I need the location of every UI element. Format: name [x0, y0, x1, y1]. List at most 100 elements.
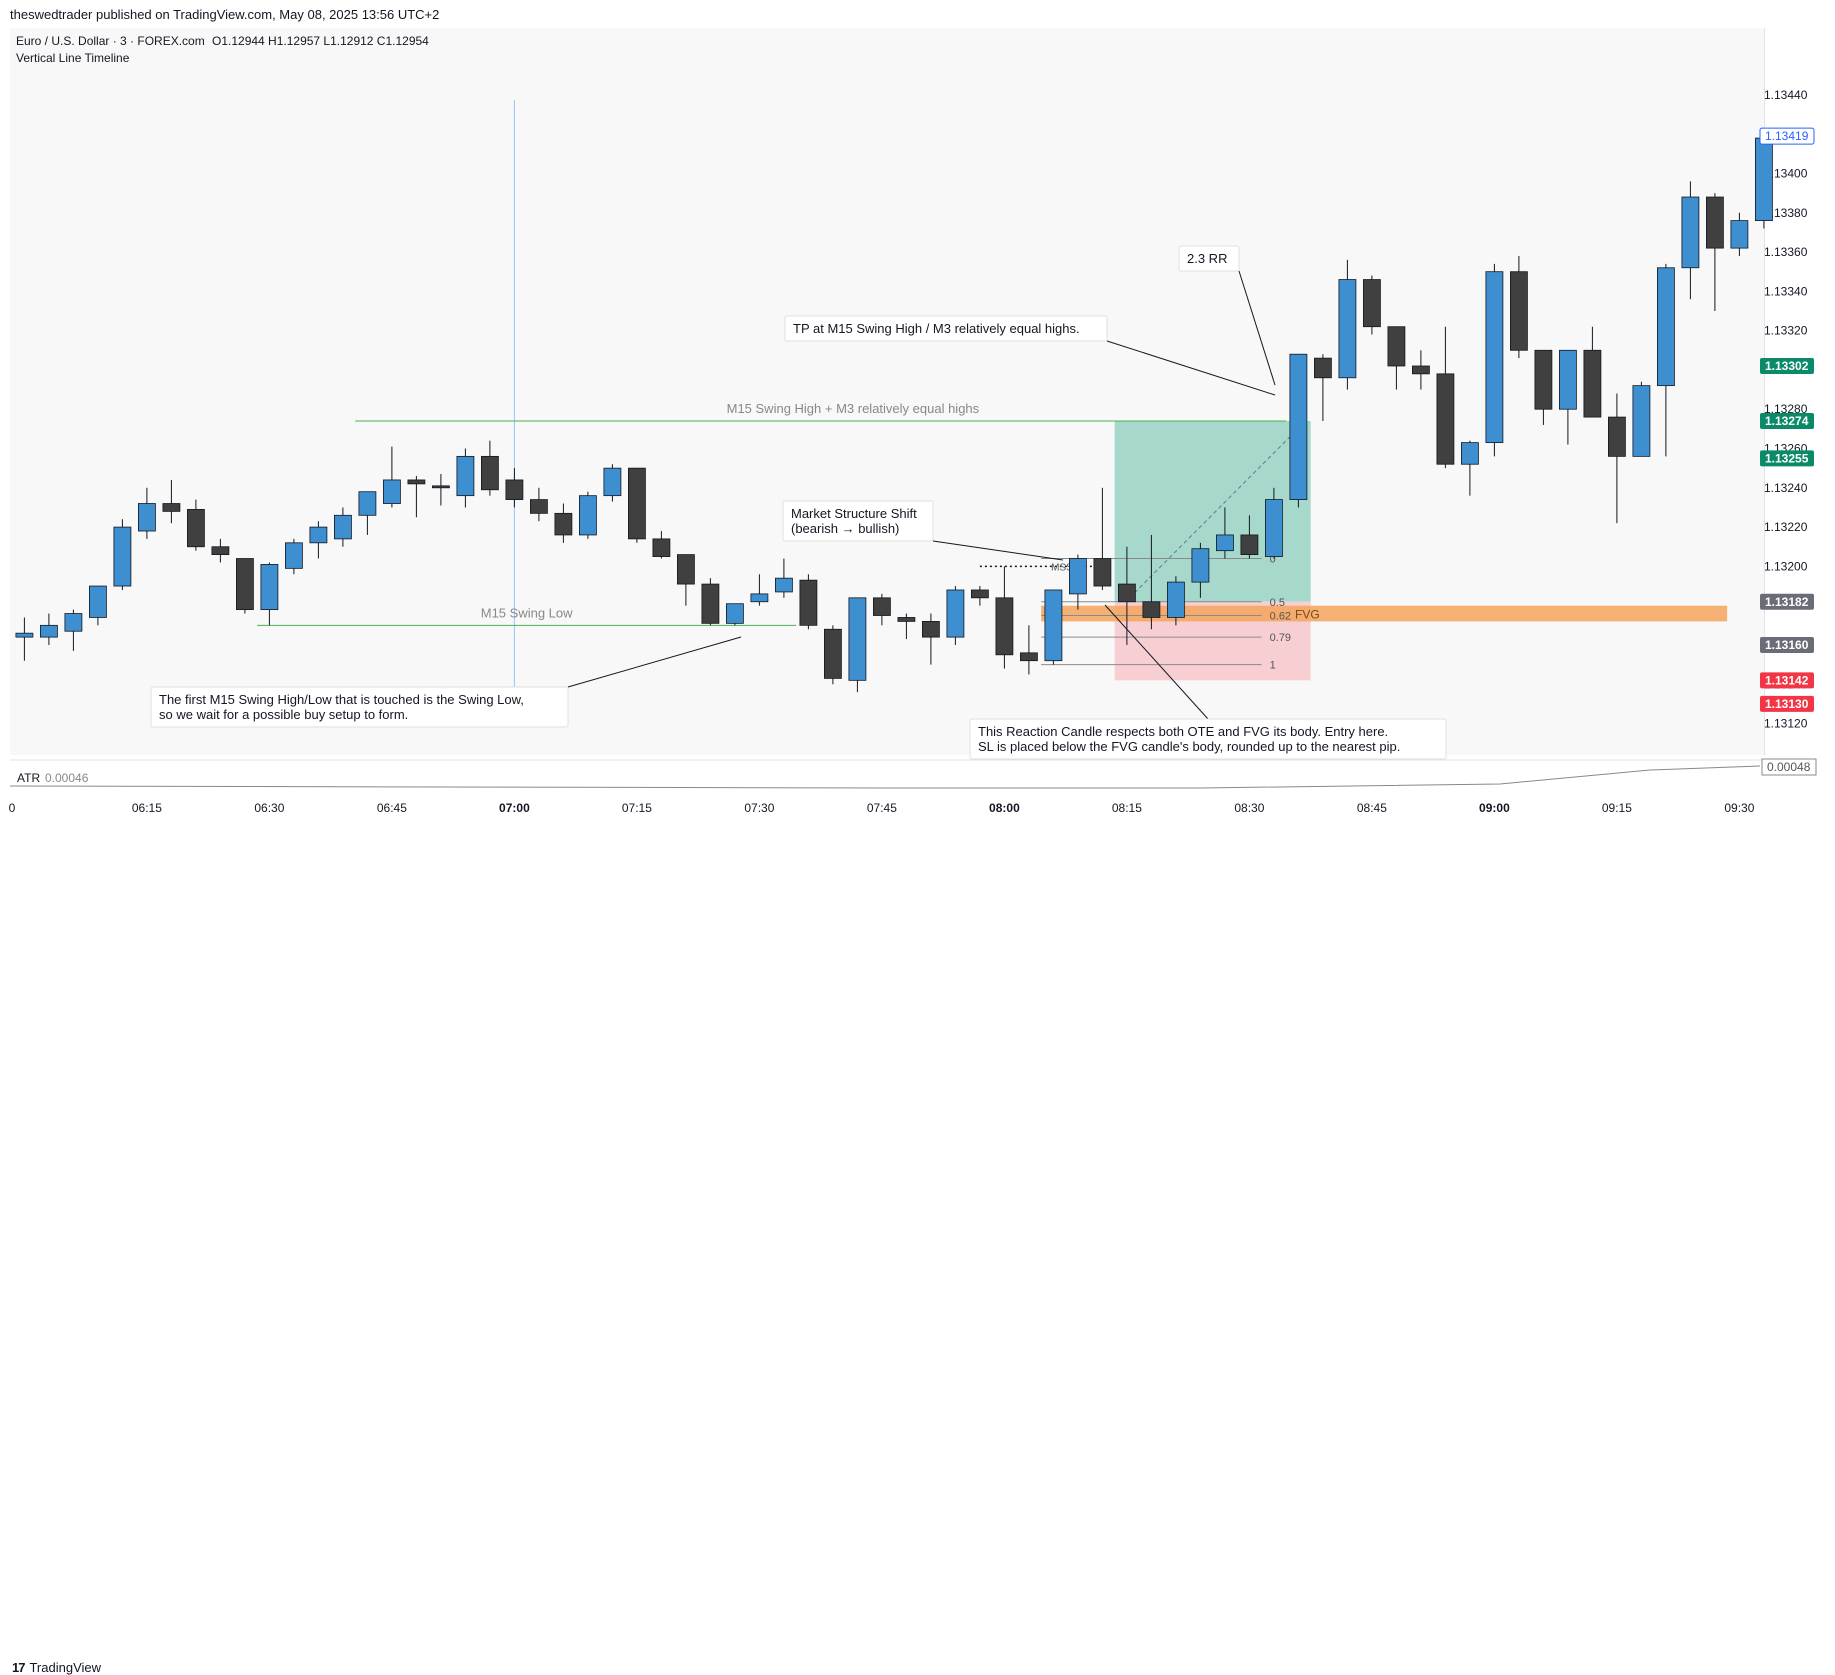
candle[interactable]: [1167, 576, 1185, 626]
candle[interactable]: [726, 603, 744, 626]
price-label[interactable]: 1.13302: [1760, 357, 1814, 374]
fib-level-label: 0.79: [1270, 632, 1291, 644]
candle[interactable]: [799, 574, 818, 630]
candle[interactable]: [1534, 349, 1553, 425]
candle[interactable]: [1020, 625, 1038, 675]
candle[interactable]: [1657, 263, 1675, 457]
candle[interactable]: [1044, 589, 1063, 665]
candle[interactable]: [554, 503, 573, 543]
candle[interactable]: [1289, 353, 1308, 508]
candle[interactable]: [995, 566, 1014, 669]
candle[interactable]: [1093, 487, 1112, 590]
candle[interactable]: [309, 521, 328, 559]
candle[interactable]: [1265, 487, 1283, 559]
candle[interactable]: [211, 538, 230, 563]
candle[interactable]: [186, 499, 205, 551]
candle[interactable]: [431, 474, 450, 506]
footer-bar: 17 TradingView: [0, 824, 1835, 1675]
candle[interactable]: [1583, 326, 1602, 418]
candle[interactable]: [40, 613, 58, 645]
price-label[interactable]: 1.13182: [1760, 593, 1814, 610]
candle[interactable]: [89, 585, 107, 626]
candle[interactable]: [1755, 130, 1773, 229]
candle[interactable]: [382, 446, 401, 508]
candle[interactable]: [677, 554, 695, 606]
candle-body: [1289, 353, 1308, 500]
price-label[interactable]: 1.13419: [1759, 127, 1815, 145]
candle[interactable]: [1142, 534, 1161, 630]
candle[interactable]: [1216, 507, 1234, 559]
candle[interactable]: [1436, 326, 1455, 469]
candle[interactable]: [407, 476, 426, 518]
candlestick-chart[interactable]: Euro / U.S. Dollar · 3 · FOREX.com O1.12…: [0, 0, 1835, 857]
candle-body: [1142, 601, 1161, 618]
candle[interactable]: [113, 519, 132, 590]
candle[interactable]: [505, 468, 524, 508]
price-label-text: 1.13302: [1765, 359, 1809, 373]
candle[interactable]: [971, 586, 989, 606]
candle[interactable]: [1069, 554, 1087, 610]
candle[interactable]: [162, 479, 181, 524]
price-label[interactable]: 1.13160: [1760, 636, 1814, 653]
candle[interactable]: [137, 487, 156, 539]
candle-body: [407, 479, 426, 485]
candle[interactable]: [1485, 263, 1504, 457]
candle-body: [799, 579, 818, 626]
candle-body: [162, 503, 181, 512]
candle[interactable]: [1681, 181, 1700, 300]
candle[interactable]: [1632, 381, 1651, 457]
candle[interactable]: [848, 597, 867, 693]
candle[interactable]: [1730, 212, 1749, 256]
candle[interactable]: [946, 586, 965, 645]
candle[interactable]: [1240, 515, 1259, 559]
candle-body: [211, 546, 230, 556]
tradingview-logo[interactable]: 17 TradingView: [12, 1660, 101, 1675]
x-tick-label: 09:15: [1602, 801, 1632, 815]
candle[interactable]: [579, 491, 597, 539]
annotation-tp[interactable]: TP at M15 Swing High / M3 relatively equ…: [784, 315, 1276, 396]
candle[interactable]: [480, 440, 499, 496]
candle[interactable]: [284, 538, 303, 575]
candle[interactable]: [260, 562, 279, 626]
candle[interactable]: [235, 558, 254, 614]
candle[interactable]: [824, 625, 842, 685]
candle[interactable]: [333, 507, 352, 547]
chart-area[interactable]: [10, 28, 1764, 755]
candle[interactable]: [64, 609, 83, 651]
candle[interactable]: [603, 464, 622, 502]
price-label[interactable]: 1.13274: [1760, 413, 1814, 430]
candle[interactable]: [775, 558, 793, 598]
candle[interactable]: [1363, 275, 1381, 335]
price-label[interactable]: 1.13142: [1760, 672, 1814, 689]
candle-body: [113, 526, 132, 587]
candle[interactable]: [701, 578, 720, 626]
candle[interactable]: [456, 448, 475, 508]
y-tick-label: 1.13360: [1764, 245, 1808, 259]
candle[interactable]: [1387, 326, 1406, 390]
candle[interactable]: [628, 467, 646, 543]
candle[interactable]: [652, 531, 671, 559]
candle[interactable]: [1461, 440, 1479, 496]
candle[interactable]: [1191, 542, 1210, 598]
fvg-zone[interactable]: [1041, 605, 1728, 622]
candle[interactable]: [897, 613, 916, 640]
annotation-swing_low_note[interactable]: The first M15 Swing High/Low that is tou…: [150, 636, 742, 728]
candle[interactable]: [358, 491, 377, 535]
candle[interactable]: [1608, 393, 1626, 524]
candle[interactable]: [1412, 350, 1430, 390]
annotation-rr[interactable]: 2.3 RR: [1178, 245, 1276, 386]
candle[interactable]: [1314, 354, 1332, 422]
candle[interactable]: [922, 613, 940, 665]
price-label[interactable]: 1.13255: [1760, 450, 1814, 467]
candle[interactable]: [873, 593, 891, 626]
price-label[interactable]: 1.13130: [1760, 695, 1814, 712]
candle[interactable]: [750, 574, 769, 606]
candle[interactable]: [15, 617, 34, 661]
candle[interactable]: [530, 487, 548, 522]
candle[interactable]: [1706, 193, 1724, 311]
annotation-entry_note[interactable]: This Reaction Candle respects both OTE a…: [969, 604, 1447, 760]
candle[interactable]: [1510, 255, 1528, 359]
candle[interactable]: [1559, 349, 1577, 445]
candle[interactable]: [1338, 259, 1357, 390]
annotation-mss_note[interactable]: Market Structure Shift(bearish → bullish…: [782, 500, 1064, 561]
